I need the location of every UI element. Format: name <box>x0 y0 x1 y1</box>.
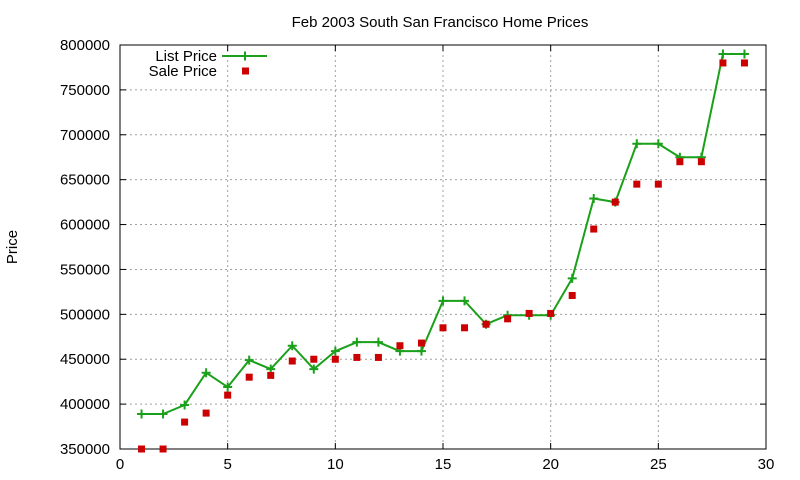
x-tick-label: 15 <box>435 456 452 473</box>
data-point <box>244 355 254 365</box>
data-point <box>525 309 533 317</box>
x-tick-label: 10 <box>327 456 344 473</box>
x-tick-label: 0 <box>116 456 124 473</box>
data-point <box>676 158 684 166</box>
data-point <box>287 341 297 351</box>
series-list-price <box>137 49 749 419</box>
y-axis-label: Price <box>4 230 21 264</box>
y-tick-label: 800000 <box>60 37 110 54</box>
y-tick-label: 700000 <box>60 127 110 144</box>
series-sale-price <box>138 59 748 453</box>
data-point <box>611 198 619 206</box>
data-point <box>568 291 576 299</box>
data-point <box>353 353 361 361</box>
y-tick-label: 600000 <box>60 217 110 234</box>
data-point <box>373 337 383 347</box>
data-point <box>288 357 296 365</box>
data-point <box>138 445 146 453</box>
data-point <box>439 324 447 332</box>
data-point <box>396 342 404 350</box>
data-point <box>590 225 598 233</box>
grid <box>120 45 766 449</box>
data-point <box>589 194 599 204</box>
data-point <box>460 296 470 306</box>
data-point <box>267 371 275 379</box>
data-point <box>331 355 339 363</box>
y-tick-label: 450000 <box>60 351 110 368</box>
series-layer <box>137 49 749 453</box>
legend-label-list-price: List Price <box>155 48 217 65</box>
data-point <box>201 368 211 378</box>
y-tick-label: 350000 <box>60 441 110 458</box>
data-point <box>567 273 577 283</box>
data-point <box>653 139 663 149</box>
data-point <box>352 337 362 347</box>
chart-title: Feb 2003 South San Francisco Home Prices <box>292 14 589 31</box>
data-point <box>158 409 168 419</box>
data-point <box>374 353 382 361</box>
data-point <box>330 346 340 356</box>
data-point <box>159 445 167 453</box>
data-point <box>654 180 662 188</box>
data-point <box>547 309 555 317</box>
x-tick-label: 30 <box>758 456 775 473</box>
x-tick-label: 20 <box>542 456 559 473</box>
data-point <box>697 158 705 166</box>
data-point <box>632 139 642 149</box>
data-point <box>180 400 190 410</box>
y-tick-label: 500000 <box>60 306 110 323</box>
data-point <box>718 49 728 59</box>
data-point <box>137 409 147 419</box>
data-point <box>245 373 253 381</box>
data-point <box>202 409 210 417</box>
data-point <box>417 339 425 347</box>
legend-marker-sale-price <box>242 67 249 75</box>
y-tick-label: 650000 <box>60 172 110 189</box>
data-point <box>438 296 448 306</box>
y-axis: 350000 400000 450000 500000 550000 600000 6500… <box>60 37 766 458</box>
data-point <box>633 180 641 188</box>
x-tick-label: 5 <box>223 456 231 473</box>
x-tick-label: 25 <box>650 456 667 473</box>
y-tick-label: 400000 <box>60 396 110 413</box>
data-point <box>309 364 319 374</box>
data-point <box>224 391 232 399</box>
data-point <box>504 315 512 323</box>
legend-label-sale-price: Sale Price <box>149 63 217 80</box>
data-point <box>719 59 727 67</box>
y-tick-label: 750000 <box>60 82 110 99</box>
data-point <box>181 418 189 426</box>
series-line <box>141 52 745 415</box>
x-axis: 0 5 10 15 20 25 30 <box>116 45 775 473</box>
data-point <box>739 49 749 59</box>
data-point <box>461 324 469 332</box>
data-point <box>310 355 318 363</box>
y-tick-label: 550000 <box>60 261 110 278</box>
data-point <box>740 59 748 67</box>
legend-marker-list-price <box>240 51 250 61</box>
data-point <box>223 382 233 392</box>
data-point <box>482 320 490 328</box>
data-point <box>416 346 426 356</box>
legend: List Price Sale Price <box>149 48 267 80</box>
